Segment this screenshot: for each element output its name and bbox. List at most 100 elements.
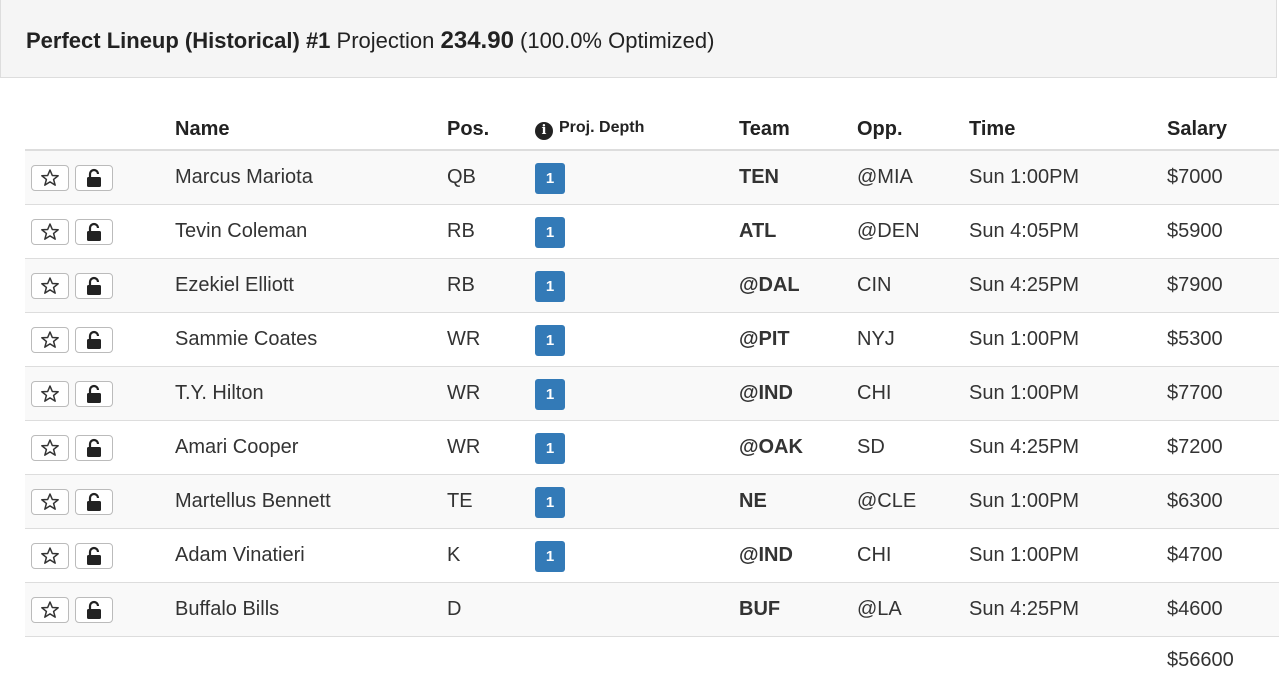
player-name: Sammie Coates: [175, 312, 447, 367]
player-salary: $7900: [1167, 258, 1279, 313]
player-position: WR: [447, 366, 535, 421]
favorite-button[interactable]: [31, 272, 69, 299]
lock-button[interactable]: [75, 434, 113, 461]
table-header-row: Name Pos. i Proj. Depth Team Opp. Time Sa…: [25, 109, 1279, 151]
unlock-icon: [87, 223, 101, 242]
lock-button[interactable]: [75, 272, 113, 299]
depth-cell: 1: [535, 474, 739, 529]
favorite-button[interactable]: [31, 542, 69, 569]
depth-cell: 1: [535, 204, 739, 259]
player-salary: $7000: [1167, 150, 1279, 205]
player-team: @IND: [739, 528, 857, 583]
player-name: Buffalo Bills: [175, 582, 447, 637]
action-cell: [25, 258, 175, 313]
favorite-button[interactable]: [31, 164, 69, 191]
actions-header: [25, 109, 175, 151]
action-cell: [25, 420, 175, 475]
player-position: TE: [447, 474, 535, 529]
game-time: Sun 1:00PM: [969, 366, 1167, 421]
table-row: Adam Vinatieri K 1 @IND CHI Sun 1:00PM $…: [25, 528, 1279, 583]
team-header[interactable]: Team: [739, 109, 857, 151]
player-team: NE: [739, 474, 857, 529]
player-opponent: @CLE: [857, 474, 969, 529]
player-name: T.Y. Hilton: [175, 366, 447, 421]
player-opponent: @MIA: [857, 150, 969, 205]
game-time: Sun 1:00PM: [969, 150, 1167, 205]
depth-cell: 1: [535, 366, 739, 421]
name-header[interactable]: Name: [175, 109, 447, 151]
total-row: $56600: [25, 636, 1279, 683]
depth-cell: 1: [535, 150, 739, 205]
action-cell: [25, 582, 175, 637]
game-time: Sun 4:25PM: [969, 420, 1167, 475]
info-circle-icon[interactable]: i: [535, 121, 553, 140]
favorite-button[interactable]: [31, 380, 69, 407]
unlock-icon: [87, 601, 101, 620]
favorite-button[interactable]: [31, 488, 69, 515]
depth-badge: 1: [535, 487, 565, 518]
star-outline-icon: [41, 601, 59, 619]
lock-button[interactable]: [75, 596, 113, 623]
player-name: Ezekiel Elliott: [175, 258, 447, 313]
player-opponent: SD: [857, 420, 969, 475]
action-cell: [25, 474, 175, 529]
pos-header[interactable]: Pos.: [447, 109, 535, 151]
favorite-button[interactable]: [31, 596, 69, 623]
player-salary: $7700: [1167, 366, 1279, 421]
player-name: Marcus Mariota: [175, 150, 447, 205]
lock-button[interactable]: [75, 542, 113, 569]
lock-button[interactable]: [75, 164, 113, 191]
action-cell: [25, 366, 175, 421]
unlock-icon: [87, 331, 101, 350]
player-name: Adam Vinatieri: [175, 528, 447, 583]
unlock-icon: [87, 385, 101, 404]
game-time: Sun 4:25PM: [969, 582, 1167, 637]
action-cell: [25, 528, 175, 583]
optimized-percent: (100.0% Optimized): [520, 28, 715, 53]
favorite-button[interactable]: [31, 218, 69, 245]
depth-cell: 1: [535, 312, 739, 367]
unlock-icon: [87, 277, 101, 296]
player-salary: $4700: [1167, 528, 1279, 583]
favorite-button[interactable]: [31, 434, 69, 461]
player-opponent: CHI: [857, 366, 969, 421]
player-opponent: NYJ: [857, 312, 969, 367]
player-team: BUF: [739, 582, 857, 637]
action-cell: [25, 312, 175, 367]
depth-badge: 1: [535, 541, 565, 572]
lock-button[interactable]: [75, 380, 113, 407]
table-row: Buffalo Bills D BUF @LA Sun 4:25PM $4600: [25, 582, 1279, 637]
game-time: Sun 1:00PM: [969, 528, 1167, 583]
player-salary: $5900: [1167, 204, 1279, 259]
depth-header[interactable]: i Proj. Depth: [535, 109, 739, 151]
player-opponent: CHI: [857, 528, 969, 583]
table-row: Ezekiel Elliott RB 1 @DAL CIN Sun 4:25PM…: [25, 258, 1279, 313]
player-position: RB: [447, 204, 535, 259]
depth-cell: [535, 582, 739, 637]
player-opponent: @LA: [857, 582, 969, 637]
player-position: K: [447, 528, 535, 583]
game-time: Sun 4:25PM: [969, 258, 1167, 313]
player-position: QB: [447, 150, 535, 205]
depth-badge: 1: [535, 379, 565, 410]
lock-button[interactable]: [75, 326, 113, 353]
opp-header[interactable]: Opp.: [857, 109, 969, 151]
player-team: @DAL: [739, 258, 857, 313]
time-header[interactable]: Time: [969, 109, 1167, 151]
favorite-button[interactable]: [31, 326, 69, 353]
lineup-title: Perfect Lineup (Historical) #1: [26, 28, 331, 53]
action-cell: [25, 150, 175, 205]
player-position: WR: [447, 420, 535, 475]
lock-button[interactable]: [75, 488, 113, 515]
player-position: WR: [447, 312, 535, 367]
player-name: Amari Cooper: [175, 420, 447, 475]
star-outline-icon: [41, 493, 59, 511]
table-row: Tevin Coleman RB 1 ATL @DEN Sun 4:05PM $…: [25, 204, 1279, 259]
table-row: Martellus Bennett TE 1 NE @CLE Sun 1:00P…: [25, 474, 1279, 529]
panel-heading: Perfect Lineup (Historical) #1 Projectio…: [0, 0, 1277, 78]
salary-header[interactable]: Salary: [1167, 109, 1279, 151]
depth-badge: 1: [535, 217, 565, 248]
lock-button[interactable]: [75, 218, 113, 245]
table-row: Amari Cooper WR 1 @OAK SD Sun 4:25PM $72…: [25, 420, 1279, 475]
star-outline-icon: [41, 331, 59, 349]
